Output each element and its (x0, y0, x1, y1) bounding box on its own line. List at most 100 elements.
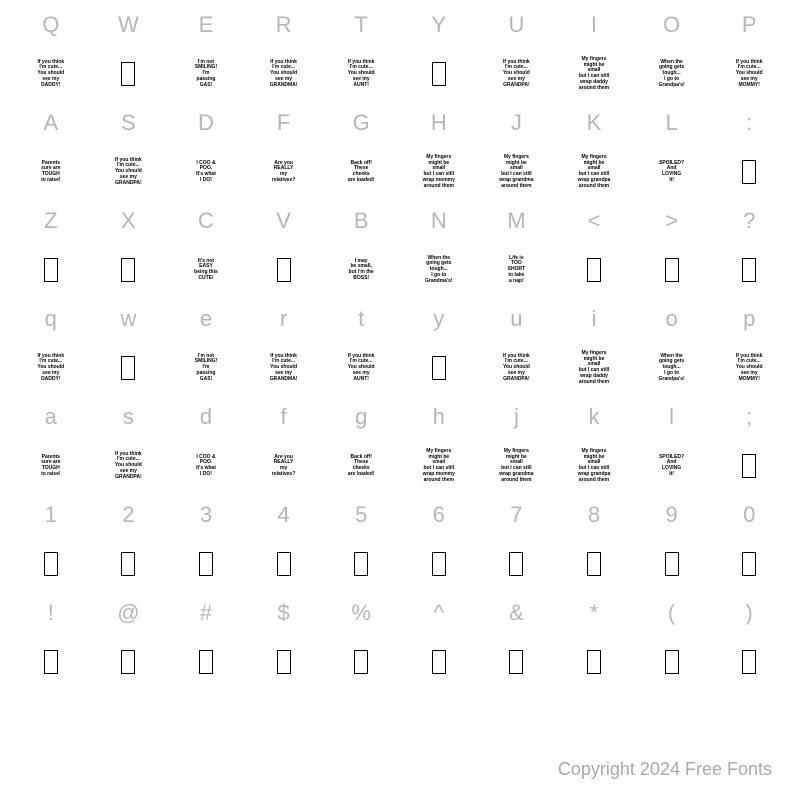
char-label: ; (746, 406, 752, 428)
missing-glyph-icon (121, 650, 135, 674)
glyph-cell (12, 638, 90, 686)
char-label-cell: o (633, 294, 711, 344)
glyph-text: I'm not SMILING! I'm passing GAS! (195, 354, 218, 383)
missing-glyph-icon (121, 258, 135, 282)
glyph-cell (245, 540, 323, 588)
char-label-cell: k (555, 392, 633, 442)
char-label-cell: H (400, 98, 478, 148)
glyph-cell: I'm not SMILING! I'm passing GAS! (167, 344, 245, 392)
missing-glyph-icon (354, 650, 368, 674)
glyph-cell (710, 638, 788, 686)
char-label-cell: ) (710, 588, 788, 638)
char-label: W (118, 14, 139, 36)
glyph-cell (90, 638, 168, 686)
char-label: F (277, 112, 290, 134)
char-label: 9 (665, 504, 677, 526)
glyph-cell: I may be small, but I'm the BOSS! (322, 246, 400, 294)
glyph-cell: My fingers might be small but I can stil… (478, 148, 556, 196)
glyph-text: Parents sure are TOUGH to raise! (41, 455, 60, 478)
char-label: S (121, 112, 136, 134)
char-label: 4 (277, 504, 289, 526)
missing-glyph-icon (665, 650, 679, 674)
glyph-text: Back off! These cheeks are loaded! (348, 455, 375, 478)
char-label: 5 (355, 504, 367, 526)
char-label: s (123, 406, 134, 428)
char-label: & (509, 602, 524, 624)
glyph-cell (90, 540, 168, 588)
glyph-text: My fingers might be small but I can stil… (423, 155, 455, 190)
glyph-text: Are you REALLY my relatives? (272, 161, 295, 184)
char-label: 7 (510, 504, 522, 526)
glyph-cell (167, 638, 245, 686)
glyph-cell: My fingers might be small but I can stil… (555, 442, 633, 490)
char-label: # (200, 602, 212, 624)
glyph-cell: If you think I'm cute... You should see … (90, 148, 168, 196)
glyph-text: If you think I'm cute... You should see … (348, 354, 375, 383)
char-label-cell: Q (12, 0, 90, 50)
glyph-text: My fingers might be small but I can stil… (499, 155, 533, 190)
glyph-text: My fingers might be small but I can stil… (579, 57, 610, 92)
glyph-cell (710, 148, 788, 196)
char-label: G (353, 112, 370, 134)
char-label: O (663, 14, 680, 36)
glyph-cell (555, 540, 633, 588)
char-label: ( (668, 602, 675, 624)
glyph-text: SPOILED? And LOVING It! (659, 161, 684, 184)
glyph-text: SPOILED? And LOVING It! (659, 455, 684, 478)
char-label-cell: < (555, 196, 633, 246)
char-label-cell: p (710, 294, 788, 344)
char-label-cell: d (167, 392, 245, 442)
glyph-text: If you think I'm cute... You should see … (348, 60, 375, 89)
char-label: y (433, 308, 444, 330)
glyph-cell: I COO & POO. It's what I DO! (167, 442, 245, 490)
glyph-text: My fingers might be small but I can stil… (423, 449, 455, 484)
missing-glyph-icon (432, 62, 446, 86)
glyph-text: If you think I'm cute... You should see … (736, 60, 763, 89)
missing-glyph-icon (432, 650, 446, 674)
char-label: : (746, 112, 752, 134)
char-label-cell: 4 (245, 490, 323, 540)
glyph-cell (478, 540, 556, 588)
char-label-cell: > (633, 196, 711, 246)
glyph-cell: If you think I'm cute... You should see … (710, 344, 788, 392)
char-label-cell: L (633, 98, 711, 148)
glyph-cell: SPOILED? And LOVING It! (633, 148, 711, 196)
missing-glyph-icon (44, 552, 58, 576)
glyph-text: If you think I'm cute... You should see … (503, 60, 530, 89)
char-label: % (351, 602, 371, 624)
missing-glyph-icon (432, 552, 446, 576)
glyph-text: I may be small, but I'm the BOSS! (349, 259, 374, 282)
char-label-cell: Y (400, 0, 478, 50)
char-label-cell: & (478, 588, 556, 638)
glyph-cell (90, 246, 168, 294)
char-label: K (587, 112, 602, 134)
glyph-text: My fingers might be small but I can stil… (578, 155, 611, 190)
glyph-cell (400, 540, 478, 588)
char-label: Z (44, 210, 57, 232)
char-label: C (198, 210, 214, 232)
glyph-cell (400, 50, 478, 98)
glyph-cell: My fingers might be small but I can stil… (478, 442, 556, 490)
char-label-cell: M (478, 196, 556, 246)
char-label: o (665, 308, 677, 330)
glyph-cell: Back off! These cheeks are loaded! (322, 442, 400, 490)
font-character-map: QWERTYUIOPIf you think I'm cute... You s… (12, 0, 788, 686)
glyph-cell: If you think I'm cute... You should see … (478, 344, 556, 392)
char-label-cell: j (478, 392, 556, 442)
glyph-text: When the going gets tough... I go to Gra… (658, 354, 684, 383)
glyph-cell (90, 50, 168, 98)
glyph-cell (322, 540, 400, 588)
glyph-cell: I COO & POO. It's what I DO! (167, 148, 245, 196)
glyph-cell (245, 638, 323, 686)
char-label: M (507, 210, 525, 232)
glyph-text: I COO & POO. It's what I DO! (196, 455, 216, 478)
char-label: * (590, 602, 599, 624)
missing-glyph-icon (277, 552, 291, 576)
char-label-cell: C (167, 196, 245, 246)
char-label: Y (431, 14, 446, 36)
char-label: ? (743, 210, 755, 232)
missing-glyph-icon (121, 62, 135, 86)
glyph-cell (12, 246, 90, 294)
char-label: 8 (588, 504, 600, 526)
glyph-cell: My fingers might be small but I can stil… (555, 344, 633, 392)
